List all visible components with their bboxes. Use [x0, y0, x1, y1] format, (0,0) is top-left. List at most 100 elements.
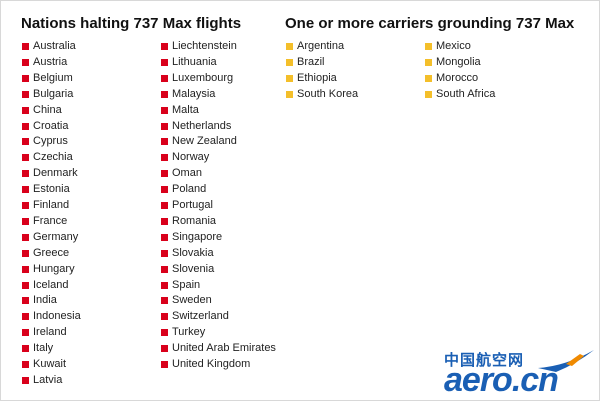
list-item: Finland [33, 199, 70, 211]
list-item: Switzerland [172, 310, 229, 323]
bullet [22, 217, 29, 225]
section-title: Nations halting 737 Max flights [21, 15, 242, 32]
watermark-chinese: 中国航空网 [444, 352, 525, 369]
bullet [22, 376, 29, 384]
bullet [161, 297, 168, 305]
bullet [161, 154, 168, 162]
bullet [22, 361, 29, 368]
list-item: Belgium [33, 71, 73, 84]
list-item: Argentina [297, 40, 345, 52]
list-item: Bulgaria [33, 87, 74, 100]
list-item: Australia [33, 40, 76, 52]
list-item: Portugal [172, 199, 213, 211]
list-item: Malaysia [172, 87, 216, 100]
list-item: Austria [33, 55, 68, 68]
bullet [161, 170, 168, 178]
bullet [22, 90, 29, 98]
bullet [161, 202, 168, 209]
list-item: Indonesia [33, 310, 81, 323]
bullet [161, 106, 168, 114]
bullet [161, 186, 168, 194]
list-item: United Kingdom [172, 358, 251, 370]
bullet [161, 345, 168, 353]
bullet [161, 361, 168, 368]
bullet [22, 265, 29, 273]
bullet [425, 58, 432, 66]
list-item: Germany [33, 230, 79, 243]
bullet [161, 58, 168, 66]
list-item: South Africa [436, 87, 496, 100]
list-item: South Korea [297, 87, 359, 100]
list-item: Estonia [33, 183, 70, 196]
bullet [22, 186, 29, 194]
list-item: Netherlands [172, 119, 232, 132]
bullet [161, 265, 168, 273]
list-item: China [33, 103, 62, 116]
list-item: Sweden [172, 294, 212, 307]
list-item: Morocco [436, 71, 479, 84]
bullet [22, 345, 29, 353]
bullet [161, 233, 168, 241]
bullet [22, 74, 29, 82]
bullet [22, 170, 29, 178]
list-item: India [33, 294, 57, 307]
list-item: Cyprus [33, 135, 68, 148]
bullet [22, 58, 29, 66]
section-title: One or more carriers grounding 737 Max [285, 15, 575, 32]
bullet [22, 122, 29, 130]
bullet [286, 43, 293, 50]
bullet [22, 106, 29, 114]
bullet [22, 281, 29, 289]
bullet [161, 217, 168, 225]
bullet [161, 122, 168, 130]
list-item: Turkey [172, 326, 206, 339]
list-item: Malta [172, 103, 199, 116]
list-item: Romania [172, 214, 217, 227]
list-item: Kuwait [33, 358, 67, 370]
bullet [161, 43, 168, 50]
bullet [22, 297, 29, 305]
bullet [22, 249, 29, 257]
list-item: Italy [33, 342, 54, 355]
list-item: Hungary [33, 262, 75, 275]
list-item: Singapore [172, 230, 223, 243]
bullet [161, 329, 168, 337]
list-item: Poland [172, 183, 207, 196]
bullet [425, 90, 432, 98]
bullet [22, 233, 29, 241]
bullet [286, 74, 293, 82]
list-item: New Zealand [172, 135, 237, 148]
list-item: Slovenia [172, 262, 215, 275]
list-item: Norway [172, 151, 210, 164]
list-item: Spain [172, 278, 201, 291]
list-item: Brazil [297, 55, 325, 68]
list-item: Luxembourg [172, 71, 234, 84]
list-item: Mexico [436, 40, 471, 52]
bullet [22, 43, 29, 50]
bullet [161, 74, 168, 82]
list-item: Lithuania [172, 55, 217, 68]
list-item: Liechtenstein [172, 40, 237, 52]
bullet [22, 329, 29, 337]
bullet [22, 154, 29, 162]
bullet [161, 313, 168, 321]
list-item: Oman [172, 167, 202, 180]
list-item: Slovakia [172, 246, 214, 259]
watermark-latin: aero.cn [444, 361, 559, 399]
bullet [425, 43, 432, 50]
bullet [22, 202, 29, 209]
bullet [161, 138, 168, 146]
list-item: United Arab Emirates [172, 342, 276, 355]
bullet [286, 58, 293, 66]
bullet [22, 313, 29, 321]
plane-icon [538, 350, 594, 372]
list-item: Iceland [33, 278, 69, 291]
list-item: Czechia [33, 151, 73, 164]
list-item: Denmark [33, 167, 78, 180]
list-item: Mongolia [436, 55, 481, 68]
list-item: Ireland [33, 326, 67, 339]
bullet [161, 281, 168, 289]
list-item: Ethiopia [297, 71, 337, 84]
bullet [286, 90, 293, 98]
